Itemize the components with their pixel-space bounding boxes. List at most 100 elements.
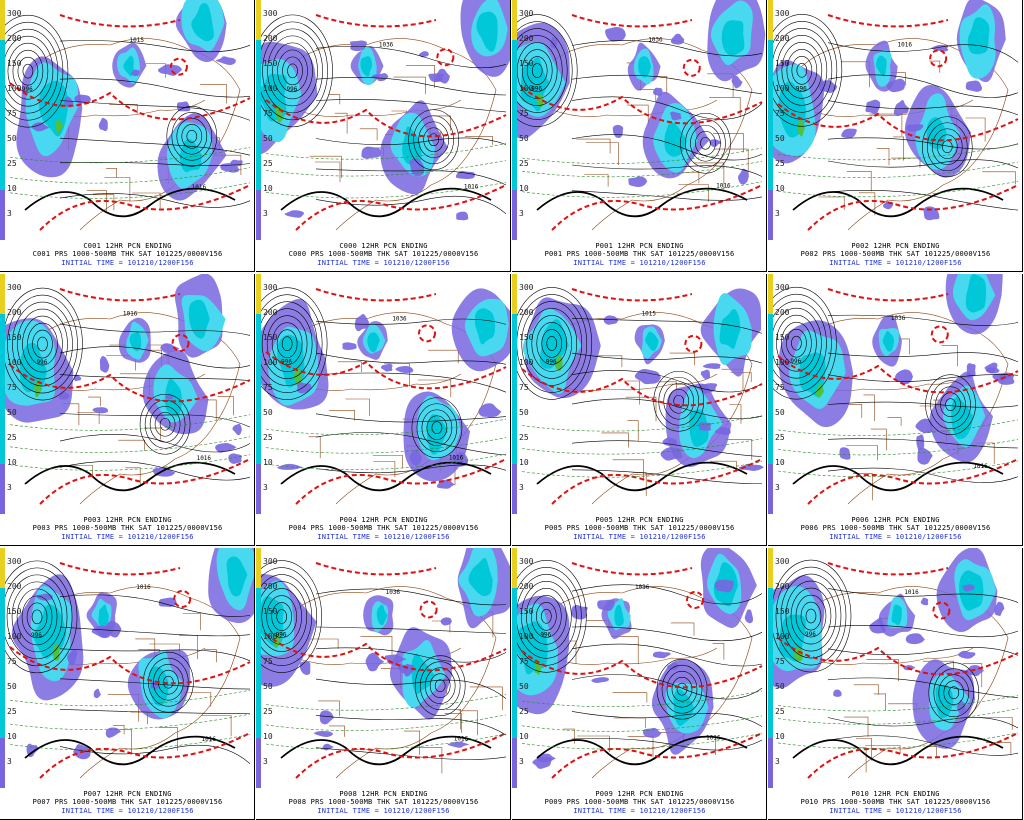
scale-tick-label: 25 (263, 433, 273, 442)
panel-caption-product: C001 12HR PCN ENDING (83, 242, 172, 250)
thickness-dashed-lines (521, 690, 763, 750)
panel-caption-fields: P007 PRS 1000-500MB THK SAT 101225/0000V… (32, 798, 223, 806)
scale-tick-label: 300 (775, 283, 790, 292)
low-pressure-label: 996 (31, 632, 42, 639)
scale-tick-label: 10 (7, 184, 17, 193)
panel-caption-product: P005 12HR PCN ENDING (595, 516, 684, 524)
scale-tick-label: 75 (775, 657, 785, 666)
panel-caption-fields: P003 PRS 1000-500MB THK SAT 101225/0000V… (32, 524, 223, 532)
forecast-panel-p001: 1036 1016 996 300 200 150 100 75 50 25 10 3 P001 12H… (512, 0, 767, 272)
forecast-panel-p004: 1036 1016 996 300 200 150 100 75 50 25 10 3 P004 12H… (256, 274, 511, 546)
scale-tick-label: 150 (7, 607, 22, 616)
isobar-contours (768, 286, 1019, 492)
scale-tick-label: 150 (7, 59, 22, 68)
isobar-contours (256, 287, 507, 492)
high-pressure-label: 1016 (454, 735, 469, 742)
thickness-contours (521, 288, 763, 505)
panel-caption-init-time: INITIAL TIME = 101210/1200F156 (829, 259, 962, 267)
isobar-contours (2, 287, 251, 492)
scale-tick-label: 10 (775, 458, 785, 467)
scale-tick-label: 300 (519, 9, 534, 18)
panel-caption-init-time: INITIAL TIME = 101210/1200F156 (317, 259, 450, 267)
panel-caption-init-time: INITIAL TIME = 101210/1200F156 (573, 533, 706, 541)
scale-tick-label: 100 (7, 358, 22, 367)
thickness-contours (265, 288, 507, 505)
thickness-contours (265, 562, 507, 779)
scale-tick-label: 150 (519, 607, 534, 616)
forecast-map: 1036 1016 996 300 200 150 100 75 50 25 10 3 (256, 548, 510, 788)
scale-tick-label: 150 (775, 333, 790, 342)
scale-tick-label: 200 (263, 34, 278, 43)
precipitation-shading (256, 548, 510, 751)
high-pressure-label: 1036 (386, 589, 401, 596)
panel-caption-init-time: INITIAL TIME = 101210/1200F156 (61, 533, 194, 541)
low-pressure-label: 996 (540, 631, 551, 638)
scale-tick-label: 300 (7, 9, 22, 18)
high-pressure-label: 1016 (202, 736, 217, 743)
scale-tick-label: 150 (7, 333, 22, 342)
precipitation-shading (768, 548, 1005, 749)
panel-caption-init-time: INITIAL TIME = 101210/1200F156 (317, 533, 450, 541)
precipitation-shading (256, 288, 510, 489)
scale-tick-label: 50 (263, 408, 273, 417)
scale-tick-label: 50 (519, 408, 529, 417)
forecast-panel-p003: 1016 1016 996 300 200 150 100 75 50 25 10 3 P003 12H… (0, 274, 255, 546)
scale-tick-label: 100 (263, 84, 278, 93)
precip-color-scale: 300 200 150 100 75 50 25 10 3 (0, 0, 22, 240)
high-pressure-label: 1015 (130, 37, 145, 44)
scale-tick-label: 200 (519, 308, 534, 317)
scale-tick-label: 300 (519, 557, 534, 566)
isobar-contours (512, 560, 763, 766)
low-pressure-label: 996 (805, 631, 816, 638)
scale-tick-label: 100 (519, 632, 534, 641)
thickness-dashed-lines (9, 146, 251, 199)
thickness-contours (9, 288, 251, 505)
scale-tick-label: 200 (263, 582, 278, 591)
panel-caption-fields: P009 PRS 1000-500MB THK SAT 101225/0000V… (544, 798, 735, 806)
panel-caption-product: P003 12HR PCN ENDING (83, 516, 172, 524)
panel-caption-fields: P004 PRS 1000-500MB THK SAT 101225/0000V… (288, 524, 479, 532)
panel-caption-product: P002 12HR PCN ENDING (851, 242, 940, 250)
scale-tick-label: 150 (519, 333, 534, 342)
low-pressure-label: 996 (546, 358, 557, 365)
precipitation-shading (778, 274, 1015, 465)
thickness-dashed-lines (9, 689, 251, 751)
scale-tick-label: 3 (7, 209, 12, 218)
scale-tick-label: 3 (775, 757, 780, 766)
thickness-dashed-lines (265, 694, 507, 750)
isobar-contours (0, 14, 251, 218)
scale-tick-label: 100 (519, 358, 534, 367)
high-pressure-label: 1016 (464, 183, 479, 190)
high-pressure-label: 1016 (449, 454, 464, 461)
panel-caption-product: C000 12HR PCN ENDING (339, 242, 428, 250)
scale-tick-label: 75 (519, 383, 529, 392)
scale-tick-label: 150 (263, 333, 278, 342)
low-pressure-label: 996 (36, 359, 47, 366)
scale-tick-label: 25 (775, 433, 785, 442)
forecast-map: 1036 1016 996 300 200 150 100 75 50 25 10 3 (512, 0, 766, 240)
scale-tick-label: 3 (7, 757, 12, 766)
scale-tick-label: 100 (263, 358, 278, 367)
scale-tick-label: 300 (263, 9, 278, 18)
scale-tick-label: 100 (775, 84, 790, 93)
precipitation-shading (768, 0, 1006, 221)
scale-tick-label: 3 (519, 757, 524, 766)
scale-tick-label: 200 (7, 582, 22, 591)
thickness-dashed-lines (265, 418, 507, 471)
political-borders (541, 586, 753, 779)
precip-color-scale: 300 200 150 100 75 50 25 10 3 (768, 274, 790, 514)
scale-tick-label: 150 (775, 607, 790, 616)
scale-tick-label: 75 (519, 657, 529, 666)
political-borders (797, 586, 1013, 779)
panel-caption-fields: P002 PRS 1000-500MB THK SAT 101225/0000V… (800, 250, 991, 258)
forecast-map: 1036 1016 996 300 200 150 100 75 50 25 10 3 (512, 548, 763, 788)
precip-color-scale: 300 200 150 100 75 50 25 10 3 (256, 0, 278, 240)
precip-color-scale: 300 200 150 100 75 50 25 10 3 (768, 0, 790, 240)
scale-tick-label: 25 (775, 159, 785, 168)
low-pressure-label: 996 (281, 359, 292, 366)
scale-tick-label: 3 (263, 483, 268, 492)
scale-tick-label: 75 (7, 657, 17, 666)
scale-tick-label: 25 (519, 433, 529, 442)
high-pressure-label: 1016 (973, 463, 988, 470)
scale-tick-label: 200 (7, 34, 22, 43)
